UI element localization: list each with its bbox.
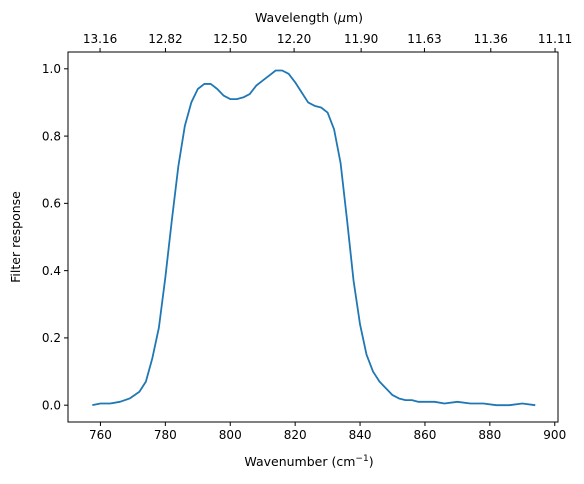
- top-tick-label: 12.50: [213, 32, 247, 46]
- x-tick-label: 900: [543, 428, 566, 442]
- x-tick-label: 880: [478, 428, 501, 442]
- top-axis: 13.16 12.82 12.50 12.20 11.90 11.63 11.36 11.11: [83, 32, 572, 52]
- top-tick-label: 11.63: [407, 32, 441, 46]
- top-tick-label: 13.16: [83, 32, 117, 46]
- plot-frame: [67, 51, 559, 423]
- top-tick-label: 11.11: [538, 32, 572, 46]
- top-tick-label: 12.20: [277, 32, 311, 46]
- y-axis-label: Filter response: [8, 191, 23, 283]
- y-tick-label: 1.0: [42, 62, 61, 76]
- series-line: [92, 69, 536, 407]
- y-tick-label: 0.0: [42, 398, 61, 412]
- x-axis: 760 780 800 820 840 860 880 900: [89, 422, 566, 442]
- top-axis-label: Wavelength (μm): [255, 10, 363, 25]
- x-tick-label: 760: [89, 428, 112, 442]
- x-tick-label: 860: [414, 428, 437, 442]
- x-tick-label: 800: [219, 428, 242, 442]
- y-tick-label: 0.2: [42, 331, 61, 345]
- top-tick-label: 11.36: [474, 32, 508, 46]
- y-tick-label: 0.8: [42, 129, 61, 143]
- y-axis: 0.0 0.2 0.4 0.6 0.8 1.0: [42, 62, 68, 412]
- x-axis-label: Wavenumber (cm−1): [244, 454, 373, 469]
- x-tick-label: 840: [349, 428, 372, 442]
- y-tick-label: 0.4: [42, 264, 61, 278]
- top-tick-label: 11.90: [344, 32, 378, 46]
- y-tick-label: 0.6: [42, 197, 61, 211]
- top-tick-label: 12.82: [148, 32, 182, 46]
- x-tick-label: 820: [284, 428, 307, 442]
- x-tick-label: 780: [154, 428, 177, 442]
